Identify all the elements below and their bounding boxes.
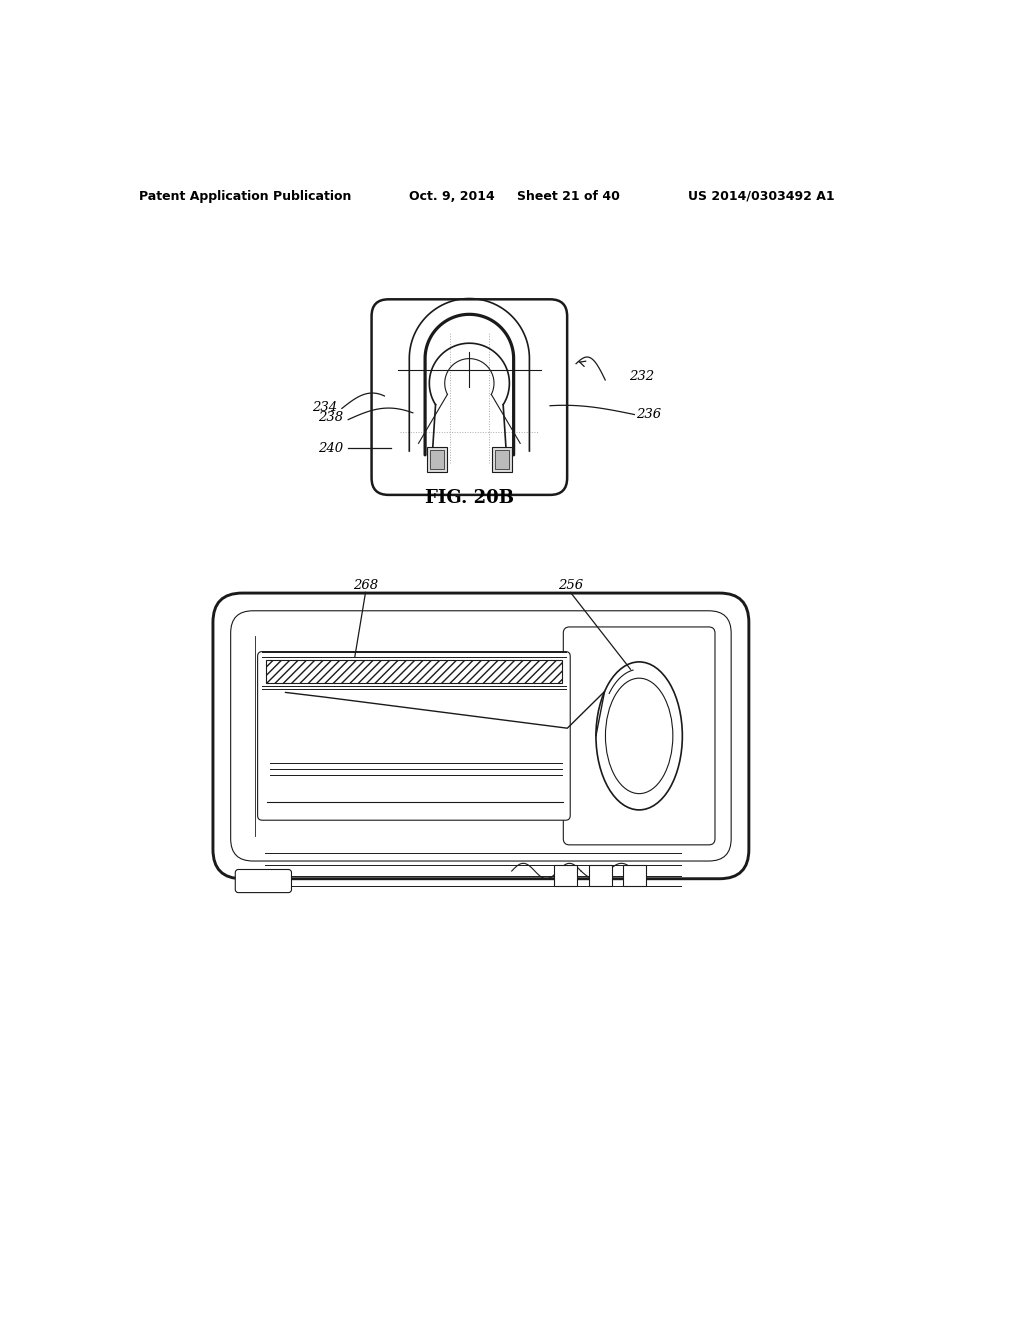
Text: FIG. 20C: FIG. 20C [426,803,514,821]
Bar [430,450,443,469]
Ellipse shape [605,678,673,793]
Bar [493,447,512,471]
Bar [589,865,611,887]
FancyBboxPatch shape [563,627,715,845]
Text: 232: 232 [629,371,654,383]
Text: Patent Application Publication: Patent Application Publication [138,190,351,202]
Bar [554,865,578,887]
Text: 256: 256 [558,578,583,591]
Text: 234: 234 [312,401,337,414]
Text: 268: 268 [353,578,378,591]
Bar [266,660,562,684]
Bar [624,865,646,887]
Bar [496,450,509,469]
FancyBboxPatch shape [236,870,292,892]
Text: US 2014/0303492 A1: US 2014/0303492 A1 [688,190,835,202]
Ellipse shape [596,661,682,810]
Text: 236: 236 [636,408,662,421]
FancyBboxPatch shape [230,611,731,861]
Text: Oct. 9, 2014: Oct. 9, 2014 [410,190,496,202]
FancyBboxPatch shape [372,300,567,495]
Text: 240: 240 [318,442,343,454]
Text: 238: 238 [318,411,343,424]
Text: Sheet 21 of 40: Sheet 21 of 40 [517,190,620,202]
FancyBboxPatch shape [213,593,749,879]
FancyBboxPatch shape [258,652,570,820]
Bar [427,447,446,471]
Text: FIG. 20B: FIG. 20B [425,488,514,507]
